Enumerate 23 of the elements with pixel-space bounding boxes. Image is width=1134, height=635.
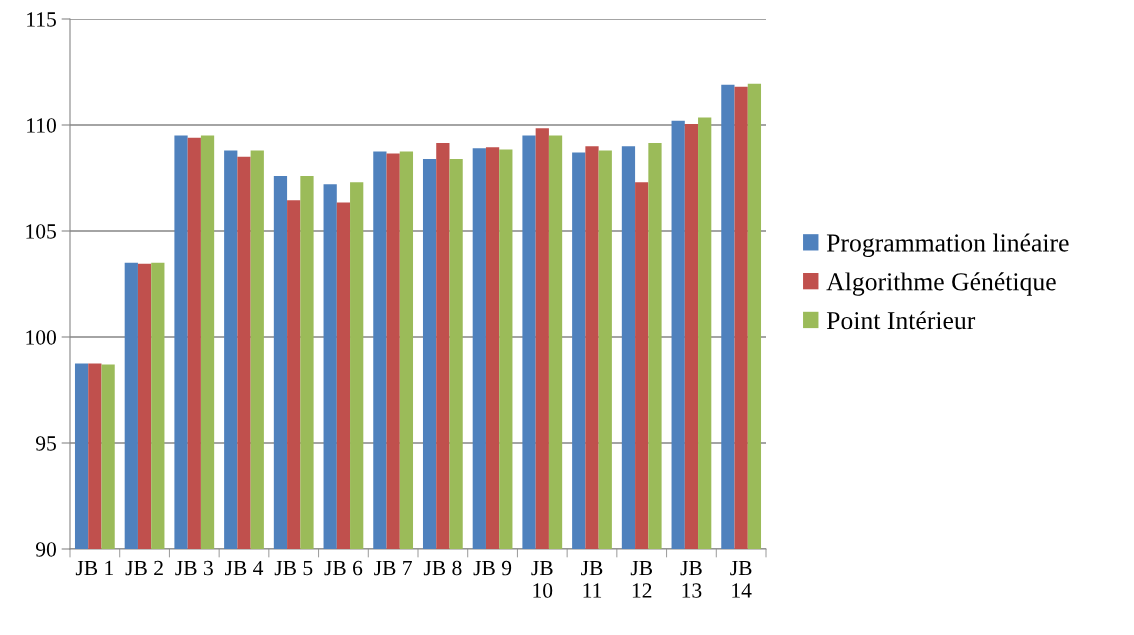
x-tick-label: JB 13 [680,560,702,598]
x-tick-label: JB 8 [423,560,462,576]
x-tick-label: JB 10 [531,560,553,598]
y-tick-label: 90 [35,542,56,557]
x-tick-label: JB 2 [125,560,163,576]
x-tick-label: JB 11 [581,560,603,598]
x-tick-label: JB 14 [730,560,752,598]
legend-label: Point Intérieur [826,311,976,330]
legend-label: Algorithme Génétique [826,272,1056,296]
y-tick-label: 95 [35,436,56,451]
y-tick-label: 115 [27,12,56,27]
y-tick-label: 110 [27,118,56,133]
x-tick-label: JB 7 [374,560,412,576]
x-tick-label: JB 12 [630,560,653,598]
x-tick-label: JB 4 [225,560,264,576]
x-tick-label: JB 3 [175,560,213,576]
y-tick-label: 100 [26,330,56,345]
x-tick-label: JB 9 [473,560,512,576]
x-tick-label: JB 5 [274,560,313,576]
x-tick-label: JB 6 [324,560,363,576]
legend-label: Programmation linéaire [826,233,1069,257]
y-tick-label: 105 [26,224,56,239]
x-tick-label: JB 1 [75,560,114,576]
